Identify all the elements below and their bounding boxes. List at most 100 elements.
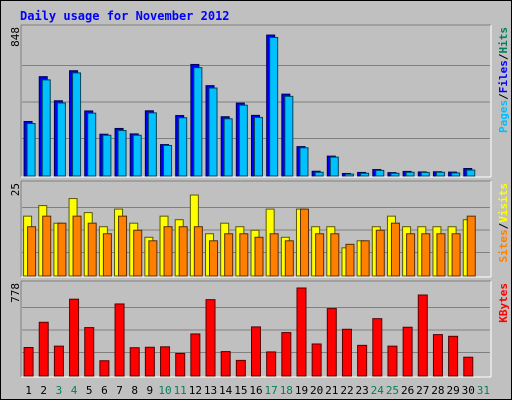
hits-bar-hits bbox=[420, 171, 430, 177]
x-tick-label: 13 bbox=[204, 384, 217, 397]
x-tick-label: 26 bbox=[401, 384, 414, 397]
hits-bar-hits bbox=[238, 104, 248, 177]
hits-bar-hits bbox=[466, 169, 476, 177]
legend-entry: Pages bbox=[497, 100, 510, 133]
legend-entry: / bbox=[497, 53, 510, 60]
kbytes-bar-kbytes bbox=[175, 352, 186, 377]
visits-bar-sites bbox=[87, 222, 97, 277]
hits-bar-hits bbox=[451, 172, 461, 177]
legend-entry: / bbox=[497, 222, 510, 229]
kbytes-bar-kbytes bbox=[69, 298, 80, 377]
hits-bar-hits bbox=[208, 87, 218, 177]
visits-bar-sites bbox=[345, 243, 355, 277]
x-tick-label: 1 bbox=[25, 384, 32, 397]
visits-bar-sites bbox=[436, 233, 446, 277]
visits-bar-sites bbox=[102, 233, 112, 277]
legend-entry: Sites bbox=[497, 229, 510, 262]
hits-bar-hits bbox=[117, 129, 127, 177]
kbytes-bar-kbytes bbox=[205, 299, 216, 377]
kbytes-bar-kbytes bbox=[402, 326, 413, 377]
kbytes-bar-kbytes bbox=[432, 334, 443, 377]
visits-bar-sites bbox=[72, 215, 82, 277]
kbytes-bar-kbytes bbox=[38, 321, 49, 377]
hits-bar-hits bbox=[269, 36, 279, 177]
legend-entry: KBytes bbox=[497, 283, 510, 323]
hits-bar-hits bbox=[390, 172, 400, 177]
visits-bar-sites bbox=[224, 233, 234, 277]
x-tick-label: 12 bbox=[189, 384, 202, 397]
x-tick-label: 11 bbox=[174, 384, 187, 397]
legend-entry: / bbox=[497, 93, 510, 100]
x-tick-label: 8 bbox=[131, 384, 138, 397]
visits-bar-sites bbox=[133, 229, 143, 277]
hits-bar-hits bbox=[360, 172, 370, 177]
x-tick-label: 17 bbox=[265, 384, 278, 397]
kbytes-bar-kbytes bbox=[417, 294, 428, 377]
kbytes-bar-kbytes bbox=[129, 347, 140, 377]
legend-entry: Files bbox=[497, 60, 510, 93]
visits-bar-sites bbox=[406, 233, 416, 277]
kbytes-bar-kbytes bbox=[99, 360, 110, 377]
x-tick-label: 20 bbox=[310, 384, 323, 397]
kbytes-bar-kbytes bbox=[296, 287, 307, 377]
visits-bar-sites bbox=[148, 240, 158, 277]
x-tick-label: 15 bbox=[234, 384, 247, 397]
x-tick-label: 4 bbox=[71, 384, 78, 397]
x-tick-label: 6 bbox=[101, 384, 108, 397]
hits-bar-hits bbox=[147, 112, 157, 177]
x-tick-label: 3 bbox=[56, 384, 63, 397]
visits-bar-sites bbox=[375, 229, 385, 277]
kbytes-bar-kbytes bbox=[160, 346, 171, 377]
legend-entry: Visits bbox=[497, 183, 510, 223]
x-tick-label: 19 bbox=[295, 384, 308, 397]
x-tick-label: 28 bbox=[431, 384, 444, 397]
hits-max-label: 848 bbox=[9, 27, 22, 47]
visits-bar-sites bbox=[360, 240, 370, 277]
x-tick-label: 29 bbox=[446, 384, 459, 397]
chart-title: Daily usage for November 2012 bbox=[20, 9, 230, 23]
visits-bar-sites bbox=[315, 233, 325, 277]
hits-bar-hits bbox=[314, 171, 324, 177]
x-tick-label: 14 bbox=[219, 384, 233, 397]
x-tick-label: 31 bbox=[477, 384, 490, 397]
x-tick-label: 24 bbox=[371, 384, 385, 397]
hits-bar-hits bbox=[178, 117, 188, 177]
kbytes-bar-kbytes bbox=[448, 335, 459, 377]
hits-bar-hits bbox=[163, 144, 173, 177]
x-tick-label: 22 bbox=[340, 384, 353, 397]
hits-bar-hits bbox=[344, 173, 354, 177]
hits-bar-hits bbox=[223, 118, 233, 177]
visits-max-label: 25 bbox=[9, 183, 22, 196]
hits-bar-hits bbox=[132, 134, 142, 177]
hits-bar-hits bbox=[405, 171, 415, 177]
hits-legend: Pages/Files/Hits bbox=[497, 27, 510, 133]
hits-bar-hits bbox=[193, 67, 203, 177]
visits-bar-sites bbox=[451, 233, 461, 277]
visits-bar-sites bbox=[330, 233, 340, 277]
hits-bar-hits bbox=[299, 147, 309, 177]
hits-bar-hits bbox=[72, 72, 82, 177]
kbytes-bar-kbytes bbox=[266, 351, 277, 377]
x-tick-label: 7 bbox=[116, 384, 123, 397]
kbytes-bar-kbytes bbox=[341, 328, 352, 377]
visits-bar-sites bbox=[118, 215, 128, 277]
kbytes-bar-kbytes bbox=[311, 343, 322, 377]
kbytes-bar-kbytes bbox=[190, 333, 201, 377]
kbytes-bar-kbytes bbox=[220, 351, 231, 377]
x-tick-label: 5 bbox=[86, 384, 93, 397]
visits-bar-sites bbox=[209, 240, 219, 277]
hits-bar-hits bbox=[329, 156, 339, 177]
visits-bar-sites bbox=[178, 226, 188, 277]
kbytes-bar-kbytes bbox=[114, 303, 125, 377]
hits-bar-hits bbox=[284, 95, 294, 177]
visits-bar-sites bbox=[163, 226, 173, 277]
visits-bar-sites bbox=[42, 215, 52, 277]
visits-bar-sites bbox=[299, 208, 309, 277]
kbytes-legend: KBytes bbox=[497, 283, 510, 323]
kbytes-bar-kbytes bbox=[144, 346, 155, 377]
x-tick-label: 25 bbox=[386, 384, 399, 397]
hits-bar-hits bbox=[254, 116, 263, 177]
hits-bar-hits bbox=[435, 171, 445, 177]
